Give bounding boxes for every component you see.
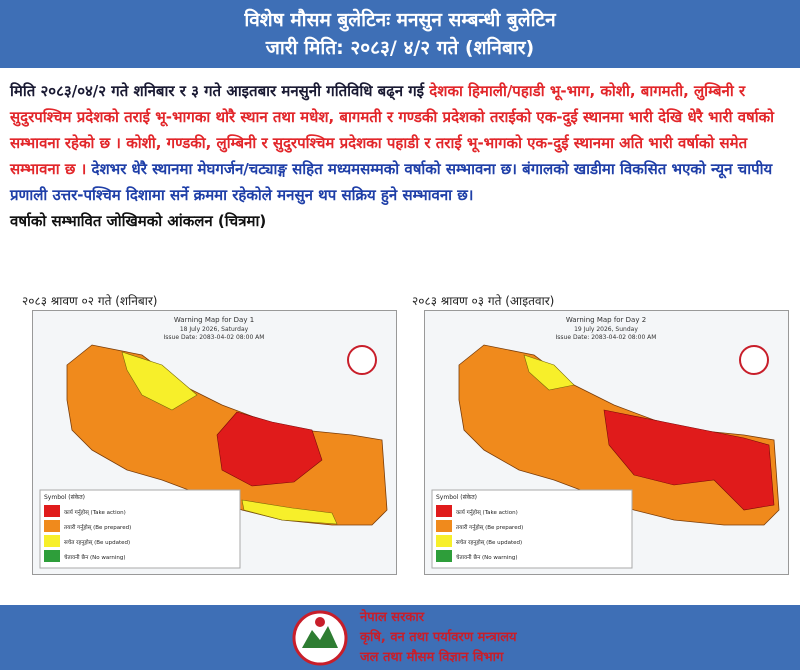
legend-label: कार्य गर्नुहोस् (Take action) xyxy=(456,509,518,516)
region-yellow xyxy=(121,351,198,411)
legend-label: चेतावनी छैन (No warning) xyxy=(456,554,518,561)
footer-line: नेपाल सरकार xyxy=(360,610,425,625)
legend-box xyxy=(431,489,633,569)
map-issue: Issue Date: 2083-04-02 08:00 AM xyxy=(164,334,265,341)
legend-label: तयारी गर्नुहोस् (Be prepared) xyxy=(456,524,523,531)
legend-label: कार्य गर्नुहोस् (Take action) xyxy=(64,509,126,516)
legend-box xyxy=(39,489,241,569)
text-warning: देशका हिमाली/पहाडी भू-भाग, कोशी, बागमती,… xyxy=(10,82,774,178)
region-red xyxy=(603,409,775,511)
legend-swatch xyxy=(44,520,60,532)
legend-swatch xyxy=(44,505,60,517)
legend-swatch xyxy=(436,550,452,562)
map-date: 18 July 2026, Saturday xyxy=(180,326,249,333)
warning-map: Warning Map for Day 2 19 July 2026, Sunda… xyxy=(424,310,789,575)
footer-line: जल तथा मौसम विज्ञान विभाग xyxy=(360,650,504,665)
legend-label: चेतावनी छैन (No warning) xyxy=(64,554,126,561)
emblem xyxy=(347,345,377,375)
legend-swatch xyxy=(44,535,60,547)
legend-label: सचेत रहनुहोस् (Be updated) xyxy=(456,539,522,546)
footer-line: कृषि, वन तथा पर्यावरण मन्त्रालय xyxy=(360,630,517,645)
region-yellow xyxy=(523,354,575,391)
subtitle: जारी मिति: २०८३/ ४/२ गते (शनिबार) xyxy=(265,37,535,59)
legend-label: सचेत रहनुहोस् (Be updated) xyxy=(64,539,130,546)
warning-map: Warning Map for Day 1 18 July 2026, Satur… xyxy=(32,310,397,575)
subheading: वर्षाको सम्भावित जोखिमको आंकलन (चित्रमा) xyxy=(10,212,267,230)
region-red xyxy=(216,411,323,487)
map-caption: २०८३ श्रावण ०३ गते (आइतवार) xyxy=(412,294,555,308)
map-caption: २०८३ श्रावण ०२ गते (शनिबार) xyxy=(22,294,158,308)
title: विशेष मौसम बुलेटिनः मनसुन सम्बन्धी बुलेट… xyxy=(244,9,556,31)
header: विशेष मौसम बुलेटिनः मनसुन सम्बन्धी बुलेट… xyxy=(0,0,800,68)
map-title: Warning Map for Day 2 xyxy=(566,316,646,324)
footer: नेपाल सरकार कृषि, वन तथा पर्यावरण मन्त्र… xyxy=(0,605,800,670)
legend-label: तयारी गर्नुहोस् (Be prepared) xyxy=(64,524,131,531)
map-title: Warning Map for Day 1 xyxy=(174,316,254,324)
legend-swatch xyxy=(436,505,452,517)
legend-swatch xyxy=(44,550,60,562)
emblem xyxy=(292,610,348,666)
text-info: देशभर धेरै स्थानमा मेघगर्जन/चट्याङ्ग सहि… xyxy=(10,160,773,204)
legend-swatch xyxy=(436,535,452,547)
bulletin: मिति २०८३/०४/२ गते शनिबार र ३ गते आइतबार… xyxy=(10,78,790,234)
legend-swatch xyxy=(436,520,452,532)
emblem xyxy=(739,345,769,375)
map-issue: Issue Date: 2083-04-02 08:00 AM xyxy=(556,334,657,341)
region-yellow xyxy=(241,499,338,525)
legend-title: Symbol (संकेत) xyxy=(436,493,477,501)
legend-title: Symbol (संकेत) xyxy=(44,493,85,501)
text: मिति २०८३/०४/२ गते शनिबार र ३ गते आइतबार… xyxy=(10,82,430,100)
map-date: 19 July 2026, Sunday xyxy=(574,326,638,333)
